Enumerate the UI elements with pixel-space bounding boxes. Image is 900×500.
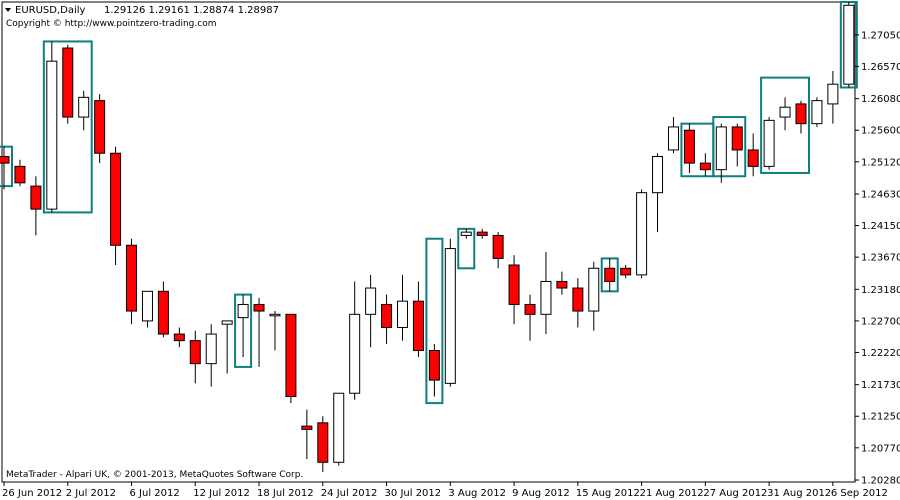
time-axis: 26 Jun 2012 2 Jul 2012 6 Jul 2012 12 Jul 20… [2,482,888,499]
range-box [712,116,747,178]
price-tick-label: 1.21730 [861,380,900,391]
candle-bull [843,4,855,85]
candle-bear [412,300,424,351]
time-tick-label: 27 Aug 2012 [703,488,767,499]
candle-bear [731,126,743,151]
candle-bear [699,162,711,171]
candle-bull [46,60,58,210]
price-tick-label: 1.27050 [861,30,900,41]
candle-bull [78,96,90,118]
candle-bull [365,287,377,315]
time-tick-label: 9 Aug 2012 [512,488,570,499]
price-tick-label: 1.26570 [861,62,900,73]
price-tick-label: 1.25120 [861,157,900,168]
menu-triangle-icon[interactable] [5,8,11,12]
candle-bear [173,333,185,342]
candle-bull [540,280,552,315]
candle-bear [556,280,568,289]
ohlc-readout: 1.29126 1.29161 1.28874 1.28987 [104,5,279,16]
time-tick-label: 31 Aug 2012 [767,488,831,499]
candle-bull [811,100,823,125]
candle-bull [237,303,249,319]
time-tick-label: 30 Jul 2012 [385,488,442,499]
candle-bear [110,152,122,246]
candle-bear [14,165,26,184]
candle-bear [126,244,138,312]
candle-bear [301,425,313,430]
candle-bear [428,349,440,381]
price-tick-label: 1.20770 [861,443,900,454]
candle-bull [763,119,775,167]
time-tick-label: 6 Jul 2012 [130,488,180,499]
candle-bear [157,290,169,335]
candle-bear [476,231,488,236]
symbol-timeframe-label: EURUSD,Daily [15,5,86,16]
candle-bear [189,340,201,365]
price-tick-label: 1.23670 [861,253,900,264]
candle-bull [221,320,233,325]
candle-bear [253,303,265,312]
candle-bear [572,287,584,312]
candle-bull [779,106,791,118]
price-tick-label: 1.26080 [861,94,900,105]
time-tick-label: 6 Sep 2012 [831,488,888,499]
candle-bull [827,83,839,105]
candle-bear [683,129,695,164]
indicator-copyright: Copyright © http://www.pointzero-trading… [6,19,216,29]
price-tick-label: 1.20280 [861,476,900,487]
time-tick-label: 15 Aug 2012 [576,488,640,499]
candle-bull [667,126,679,151]
candle-bull [349,313,361,394]
candle-bull [333,392,345,463]
candle-bear [508,264,520,305]
candle-bear [62,47,74,118]
candle-bear [317,422,329,463]
candle-bull [444,248,456,384]
candle-bear [795,103,807,125]
candle-bull [205,333,217,365]
range-box [42,40,93,214]
time-tick-label: 18 Jul 2012 [257,488,314,499]
candle-bull [636,192,648,276]
price-tick-label: 1.23180 [861,285,900,296]
range-box [760,76,810,174]
candle-bear [30,185,42,210]
time-tick-label: 3 Aug 2012 [448,488,506,499]
platform-footer: MetaTrader - Alpari UK, © 2001-2013, Met… [6,470,303,480]
candle-bull [397,300,408,328]
price-tick-label: 1.21250 [861,412,900,423]
candle-bull [269,313,281,317]
candles [0,2,855,473]
price-tick-label: 1.24630 [861,190,900,201]
time-tick-label: 12 Jul 2012 [193,488,250,499]
plot-frame [1,1,856,483]
time-tick-label: 26 Jun 2012 [2,488,62,499]
candle-bear [0,156,10,164]
candle-bear [94,100,106,154]
candle-bear [620,267,632,276]
candle-bull [715,126,727,171]
candle-bear [492,234,504,259]
time-tick-label: 24 Jul 2012 [321,488,378,499]
price-tick-label: 1.22220 [861,348,900,359]
price-tick-label: 1.24150 [861,221,900,232]
candle-bull [652,156,664,194]
candle-bear [524,303,536,315]
time-tick-label: 21 Aug 2012 [640,488,704,499]
price-tick-label: 1.25600 [861,126,900,137]
candle-bear [285,313,297,398]
candle-bull [141,290,153,322]
candle-bear [604,267,616,282]
candle-bull [460,231,472,236]
range-box [425,237,444,405]
time-tick-label: 2 Jul 2012 [66,488,116,499]
candle-bear [381,303,393,328]
candle-bull [588,267,600,312]
price-axis: 1.27050 1.26570 1.26080 1.25600 1.25120 1.246… [855,30,900,487]
candle-bear [747,149,759,167]
price-tick-label: 1.22700 [861,316,900,327]
